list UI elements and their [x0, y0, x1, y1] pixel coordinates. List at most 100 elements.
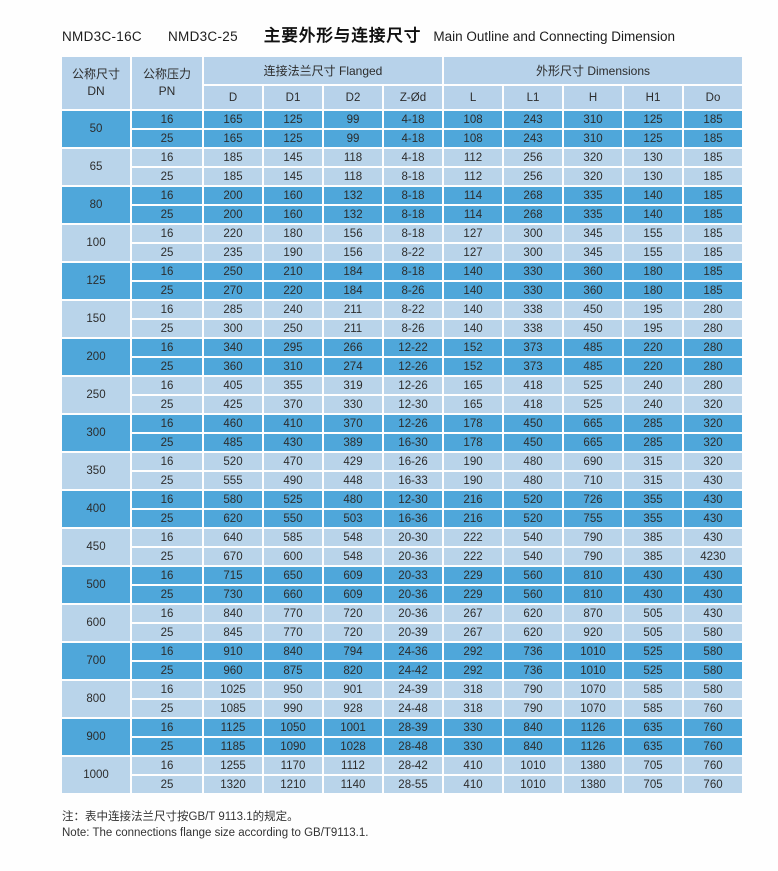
cell-dn: 500 — [62, 567, 130, 603]
cell-do: 430 — [684, 529, 743, 546]
cell-h: 1126 — [564, 719, 623, 736]
cell-do: 430 — [684, 567, 743, 584]
cell-pn: 25 — [132, 282, 202, 299]
cell-h: 790 — [564, 529, 623, 546]
cell-h1: 585 — [624, 700, 683, 717]
header-pn: 公称压力 PN — [132, 57, 202, 109]
cell-z-od: 8-22 — [384, 244, 443, 261]
cell-d: 200 — [204, 206, 262, 223]
cell-h: 345 — [564, 244, 623, 261]
cell-do: 280 — [684, 377, 743, 394]
cell-l1: 540 — [504, 529, 563, 546]
cell-h1: 155 — [624, 225, 683, 242]
table-row-dn600-pn16: 600 16 840 770 720 20-36 267 620 870 505 430 — [62, 605, 743, 641]
header-col-l: L — [444, 86, 503, 109]
cell-h1: 220 — [624, 358, 683, 375]
table-row-dn350-pn16: 350 16 520 470 429 16-26 190 480 690 315 320 — [62, 453, 743, 489]
cell-d: 640 — [204, 529, 262, 546]
cell-z-od: 24-39 — [384, 681, 443, 698]
cell-h1: 240 — [624, 396, 683, 413]
cell-l1: 300 — [504, 225, 563, 242]
cell-dn: 80 — [62, 187, 130, 223]
cell-l: 216 — [444, 491, 503, 508]
cell-d: 1320 — [204, 776, 262, 793]
cell-d2: 720 — [324, 624, 382, 641]
cell-d1: 190 — [264, 244, 322, 261]
cell-pn: 25 — [132, 548, 202, 565]
cell-d: 555 — [204, 472, 262, 489]
cell-z-od: 20-39 — [384, 624, 443, 641]
cell-z-od: 4-18 — [384, 149, 443, 166]
cell-d1: 180 — [264, 225, 322, 242]
cell-dn: 250 — [62, 377, 130, 413]
cell-h1: 285 — [624, 415, 683, 432]
cell-d: 425 — [204, 396, 262, 413]
cell-z-od: 20-33 — [384, 567, 443, 584]
cell-d1: 410 — [264, 415, 322, 432]
cell-z-od: 16-33 — [384, 472, 443, 489]
header-pn-en: PN — [158, 84, 176, 98]
cell-pn: 25 — [132, 472, 202, 489]
cell-l1: 373 — [504, 339, 563, 356]
cell-do: 320 — [684, 434, 743, 451]
cell-l: 222 — [444, 548, 503, 565]
header-col-l1: L1 — [504, 86, 563, 109]
cell-h: 665 — [564, 415, 623, 432]
cell-h: 485 — [564, 339, 623, 356]
header-col-d2: D2 — [324, 86, 382, 109]
cell-do: 320 — [684, 396, 743, 413]
table-row-dn80-pn16: 80 16 200 160 132 8-18 114 268 335 140 185 — [62, 187, 743, 223]
cell-d2: 330 — [324, 396, 382, 413]
table-row-dn125-pn25: 25 270 220 184 8-26 140 330 360 180 185 — [62, 282, 743, 299]
cell-d: 185 — [204, 149, 262, 166]
cell-do: 430 — [684, 472, 743, 489]
table-row-dn200-pn25: 25 360 310 274 12-26 152 373 485 220 280 — [62, 358, 743, 375]
cell-pn: 25 — [132, 738, 202, 755]
cell-d1: 145 — [264, 149, 322, 166]
header-col-d1: D1 — [264, 86, 322, 109]
cell-d2: 370 — [324, 415, 382, 432]
cell-d1: 370 — [264, 396, 322, 413]
cell-h1: 125 — [624, 130, 683, 147]
title-english: Main Outline and Connecting Dimension — [433, 29, 676, 44]
cell-d2: 928 — [324, 700, 382, 717]
cell-d: 340 — [204, 339, 262, 356]
footnote-chinese: 注：表中连接法兰尺寸按GB/T 9113.1的规定。 — [62, 811, 299, 823]
cell-do: 430 — [684, 510, 743, 527]
cell-h: 1070 — [564, 700, 623, 717]
title-chinese: 主要外形与连接尺寸 — [263, 27, 422, 45]
cell-d2: 184 — [324, 263, 382, 280]
cell-d: 300 — [204, 320, 262, 337]
cell-l: 127 — [444, 244, 503, 261]
cell-d1: 1210 — [264, 776, 322, 793]
cell-pn: 16 — [132, 301, 202, 318]
cell-pn: 25 — [132, 510, 202, 527]
cell-l1: 790 — [504, 700, 563, 717]
cell-do: 580 — [684, 643, 743, 660]
cell-h1: 505 — [624, 605, 683, 622]
cell-do: 280 — [684, 320, 743, 337]
cell-z-od: 24-42 — [384, 662, 443, 679]
cell-z-od: 24-48 — [384, 700, 443, 717]
cell-pn: 16 — [132, 491, 202, 508]
cell-l1: 1010 — [504, 776, 563, 793]
table-row-dn250-pn16: 250 16 405 355 319 12-26 165 418 525 240 280 — [62, 377, 743, 413]
cell-z-od: 8-18 — [384, 225, 443, 242]
cell-do: 580 — [684, 624, 743, 641]
cell-dn: 600 — [62, 605, 130, 641]
cell-z-od: 8-26 — [384, 320, 443, 337]
cell-z-od: 20-30 — [384, 529, 443, 546]
table-row-dn100-pn16: 100 16 220 180 156 8-18 127 300 345 155 185 — [62, 225, 743, 261]
cell-l: 140 — [444, 263, 503, 280]
cell-l1: 840 — [504, 719, 563, 736]
cell-z-od: 28-48 — [384, 738, 443, 755]
cell-d: 1255 — [204, 757, 262, 774]
cell-d2: 156 — [324, 225, 382, 242]
cell-z-od: 20-36 — [384, 548, 443, 565]
cell-h1: 155 — [624, 244, 683, 261]
page-title: NMD3C-16C NMD3C-25 主要外形与连接尺寸 Main Outlin… — [62, 22, 762, 46]
cell-l: 152 — [444, 358, 503, 375]
cell-dn: 300 — [62, 415, 130, 451]
table-row-dn450-pn16: 450 16 640 585 548 20-30 222 540 790 385 430 — [62, 529, 743, 565]
cell-d2: 99 — [324, 130, 382, 147]
